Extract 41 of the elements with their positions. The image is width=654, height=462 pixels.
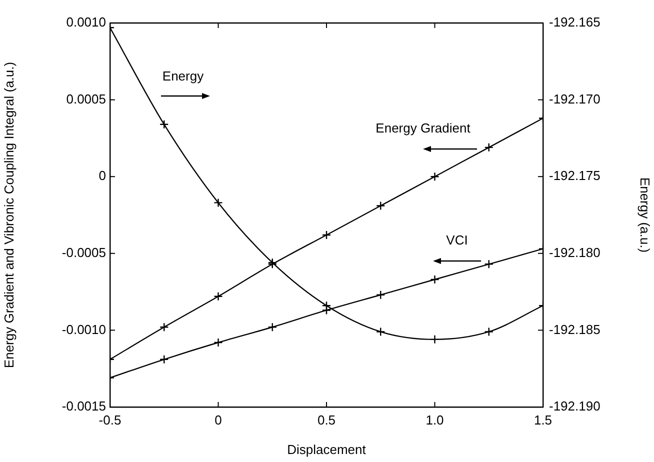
x-axis-title: Displacement: [287, 442, 366, 457]
y2-tick-label: -192.185: [549, 322, 600, 337]
y-tick-label: 0.0010: [66, 14, 106, 30]
point: [214, 198, 223, 208]
point: [160, 120, 169, 129]
point: [484, 142, 494, 152]
point: [484, 260, 494, 269]
x-tick-label: 0.5: [317, 412, 336, 428]
y-axis-title: Energy Gradient and Vibronic Coupling Integral (a.u.): [1, 62, 16, 368]
y-tick-label: -0.0015: [62, 398, 106, 414]
y-tick-label: 0: [98, 168, 106, 184]
point: [214, 292, 223, 302]
point: [376, 327, 386, 336]
y2-tick-label: -192.190: [549, 398, 600, 414]
point: [430, 334, 440, 344]
point: [376, 201, 386, 210]
point: [268, 322, 277, 332]
x-tick-label: 0: [214, 412, 222, 428]
point: [214, 338, 223, 348]
point: [322, 301, 332, 310]
point: [430, 274, 440, 284]
point: [160, 354, 169, 364]
x-tick-label: -0.5: [98, 412, 122, 428]
x-tick-label: 1.5: [534, 412, 552, 428]
point: [430, 172, 440, 182]
series-label: Energy: [162, 68, 204, 84]
series-label: Energy Gradient: [376, 120, 471, 136]
y2-tick-label: -192.175: [549, 168, 600, 184]
point: [484, 327, 494, 336]
y2-tick-label: -192.170: [549, 91, 600, 106]
y-tick-label: 0.0005: [66, 91, 106, 106]
series-label: VCI: [446, 232, 468, 248]
y2-tick-label: -192.165: [549, 14, 600, 30]
x-tick-label: 1.0: [426, 412, 444, 428]
y2-tick-label: -192.180: [549, 244, 600, 260]
point: [160, 322, 169, 332]
y2-axis-title: Energy (a.u.): [638, 177, 653, 253]
y-tick-label: -0.0005: [62, 244, 106, 260]
point: [376, 290, 386, 300]
point: [322, 230, 332, 240]
y-tick-label: -0.0010: [62, 322, 106, 337]
